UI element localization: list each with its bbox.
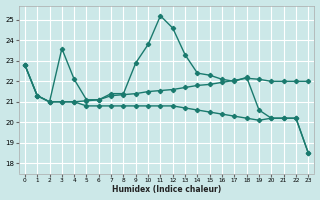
- X-axis label: Humidex (Indice chaleur): Humidex (Indice chaleur): [112, 185, 221, 194]
